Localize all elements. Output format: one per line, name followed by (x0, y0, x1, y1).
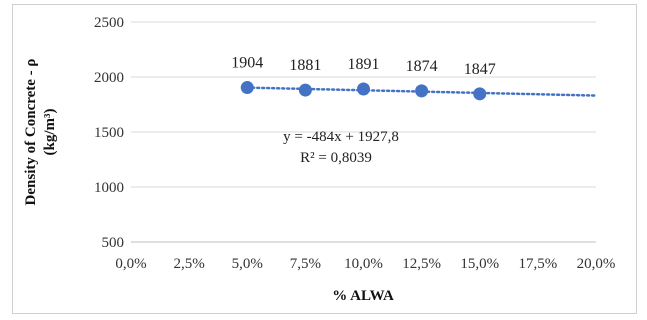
trend-r-squared: R² = 0,8039 (300, 150, 372, 166)
x-tick-label: 20,0% (577, 256, 616, 272)
data-point (357, 82, 370, 96)
x-tick-label: 10,0% (344, 256, 383, 272)
data-label: 1904 (231, 55, 263, 72)
y-tick-label: 1000 (94, 180, 124, 196)
y-tick-label: 2000 (94, 70, 124, 86)
x-tick-label: 5,0% (232, 256, 263, 272)
chart-frame (12, 4, 637, 314)
y-tick-label: 500 (102, 235, 125, 251)
data-label: 1874 (406, 58, 438, 75)
x-tick-label: 15,0% (460, 256, 499, 272)
y-tick-label: 2500 (94, 15, 124, 31)
data-label: 1847 (464, 61, 496, 78)
y-axis-title-line1: Density of Concrete - ρ (23, 59, 39, 206)
data-point (240, 81, 254, 95)
data-label: 1891 (348, 56, 380, 73)
gridlines (131, 21, 596, 188)
x-tick-label: 7,5% (290, 256, 321, 272)
x-tick-label: 12,5% (402, 256, 441, 272)
data-labels: 1904 1881 1891 1874 1847 (231, 55, 496, 78)
data-point (298, 83, 312, 97)
y-tick-label: 1500 (94, 125, 124, 141)
trend-equation: y = -484x + 1927,8 (283, 129, 399, 145)
tick-labels: 500 1000 1500 2000 2500 0,0% 2,5% 5,0% 7,5% 10,0%… (94, 15, 615, 272)
data-point (473, 87, 487, 101)
data-points (240, 81, 487, 101)
x-tick-label: 17,5% (519, 256, 558, 272)
y-axis-title-line2: (kg/m³) (42, 109, 58, 156)
data-label: 1881 (289, 57, 321, 74)
x-tick-label: 2,5% (174, 256, 205, 272)
x-axis-title: % ALWA (332, 288, 394, 304)
x-tick-label: 0,0% (115, 256, 146, 272)
data-point (415, 84, 429, 98)
